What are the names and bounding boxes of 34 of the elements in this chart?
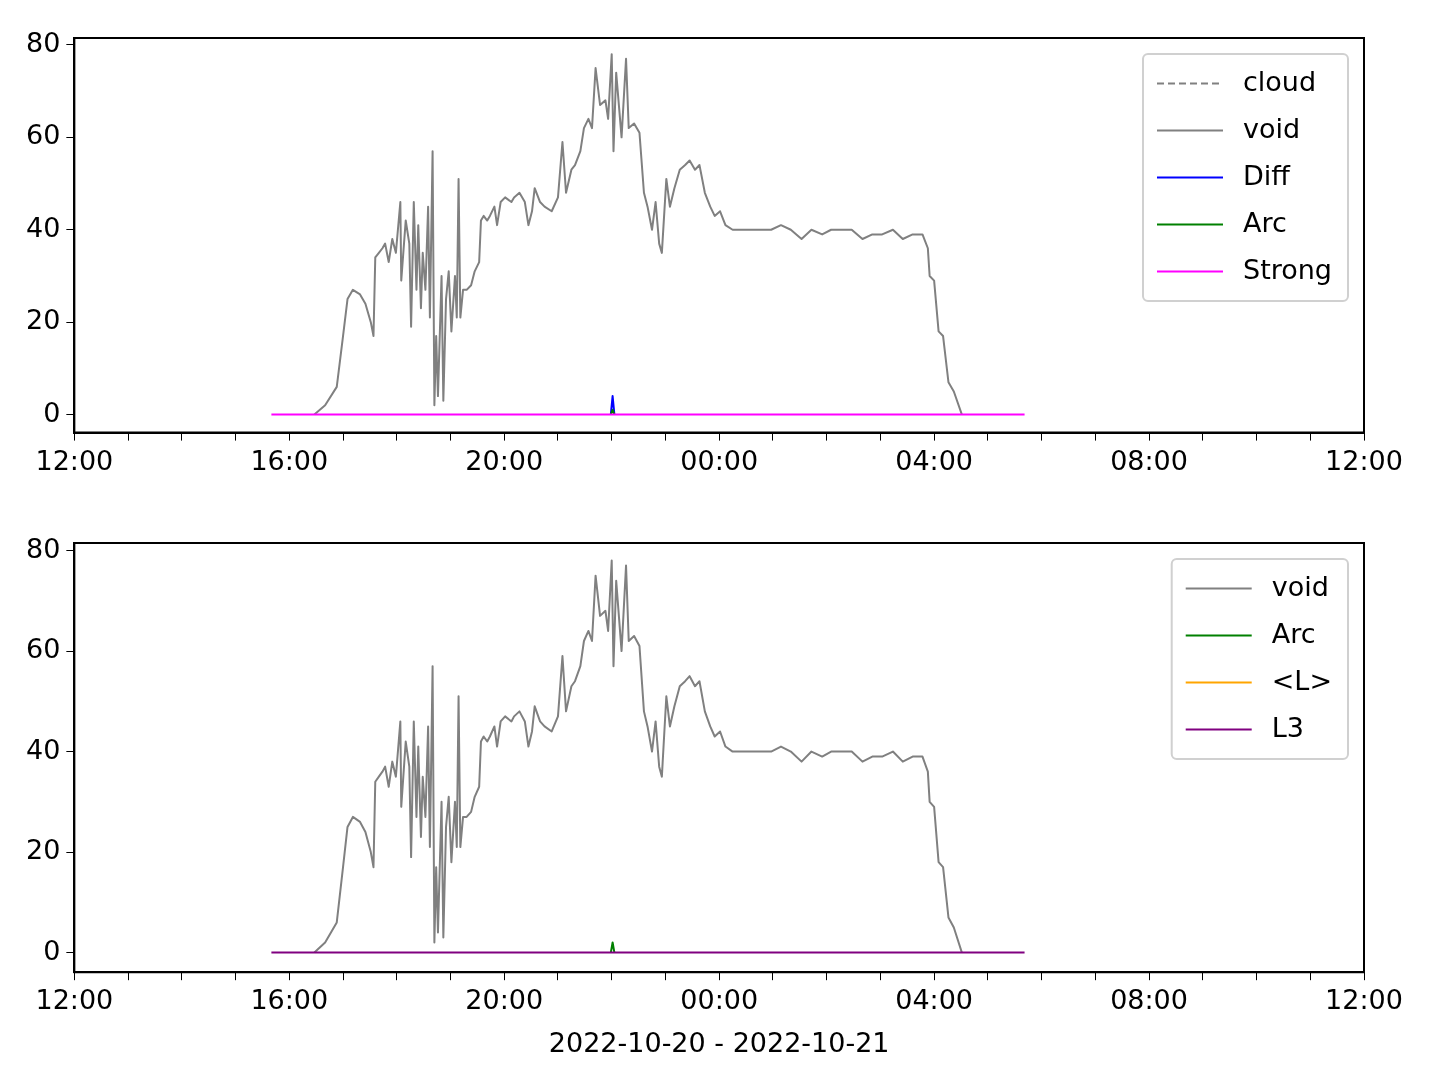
legend-label: void bbox=[1243, 112, 1301, 144]
y-tick-label: 80 bbox=[26, 532, 61, 564]
y-tick-label: 20 bbox=[26, 304, 61, 336]
y-tick-label: 20 bbox=[26, 834, 61, 866]
x-tick-label: 08:00 bbox=[1110, 444, 1188, 476]
legend-label: <L> bbox=[1271, 664, 1333, 696]
x-tick-label: 04:00 bbox=[895, 984, 974, 1016]
y-tick-label: 60 bbox=[26, 119, 61, 151]
y-tick-label: 80 bbox=[26, 26, 61, 58]
x-tick-label: 08:00 bbox=[1110, 984, 1188, 1016]
y-tick-label: 60 bbox=[26, 633, 61, 665]
x-tick-label: 16:00 bbox=[250, 444, 329, 476]
legend-label: cloud bbox=[1243, 65, 1317, 97]
x-tick-label: 20:00 bbox=[465, 444, 544, 476]
legend-label: Arc bbox=[1243, 206, 1287, 238]
legend-label: Arc bbox=[1271, 617, 1316, 649]
y-tick-label: 40 bbox=[26, 211, 61, 243]
x-tick-label: 16:00 bbox=[250, 984, 329, 1016]
y-tick-label: 40 bbox=[26, 733, 61, 765]
x-tick-label: 12:00 bbox=[1325, 984, 1403, 1016]
x-tick-label: 12:00 bbox=[35, 984, 114, 1016]
x-tick-label: 00:00 bbox=[680, 444, 759, 476]
x-tick-label: 00:00 bbox=[680, 984, 759, 1016]
y-tick-label: 0 bbox=[43, 934, 61, 966]
legend-label: Diff bbox=[1243, 159, 1292, 191]
x-tick-label: 12:00 bbox=[1325, 444, 1403, 476]
x-axis-title: 2022-10-20 - 2022-10-21 bbox=[548, 1026, 890, 1058]
y-tick-label: 0 bbox=[43, 396, 61, 428]
legend-label: Strong bbox=[1243, 253, 1333, 285]
x-tick-label: 20:00 bbox=[465, 984, 544, 1016]
x-tick-label: 04:00 bbox=[895, 444, 974, 476]
legend-label: L3 bbox=[1271, 711, 1304, 743]
legend-label: void bbox=[1271, 570, 1329, 602]
x-tick-label: 12:00 bbox=[35, 444, 114, 476]
